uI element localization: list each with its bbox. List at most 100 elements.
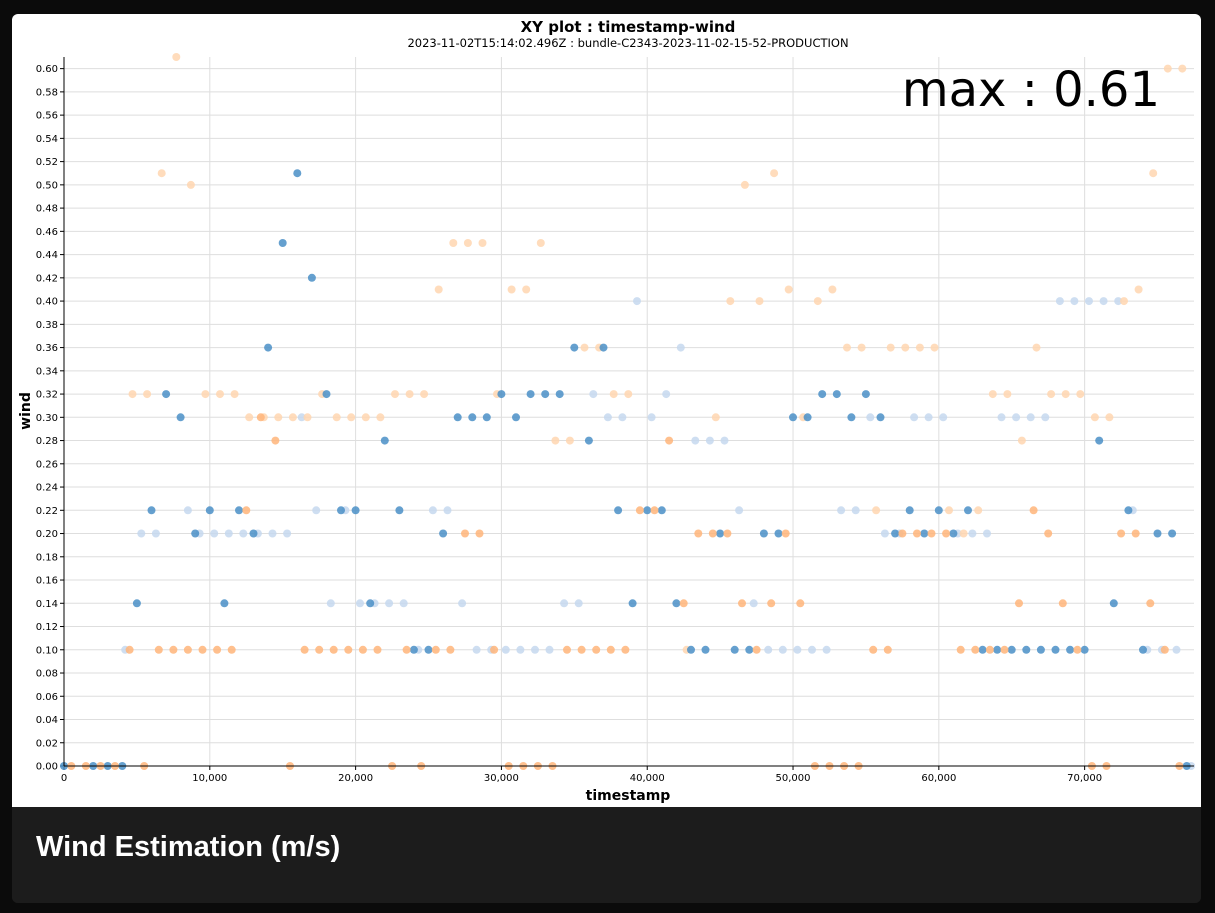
data-point bbox=[828, 285, 837, 294]
data-point bbox=[183, 506, 192, 515]
data-point bbox=[239, 529, 248, 538]
data-point bbox=[808, 645, 816, 654]
data-point bbox=[216, 390, 224, 399]
data-point bbox=[1017, 436, 1026, 445]
data-point bbox=[198, 645, 207, 654]
data-point bbox=[883, 645, 892, 654]
data-point bbox=[985, 645, 994, 654]
y-tick-label: 0.20 bbox=[36, 529, 58, 540]
data-point bbox=[910, 413, 919, 422]
data-point bbox=[971, 645, 980, 654]
y-tick-label: 0.58 bbox=[36, 87, 58, 98]
y-tick-label: 0.36 bbox=[36, 343, 58, 354]
y-tick-label: 0.22 bbox=[36, 506, 58, 517]
data-point bbox=[872, 506, 881, 515]
data-point bbox=[409, 645, 418, 654]
data-point bbox=[151, 529, 160, 538]
data-point bbox=[536, 239, 545, 247]
data-point bbox=[307, 273, 316, 282]
data-point bbox=[635, 506, 644, 515]
y-tick-label: 0.00 bbox=[36, 762, 58, 773]
y-tick-label: 0.56 bbox=[36, 111, 58, 122]
data-point bbox=[784, 285, 793, 294]
data-point bbox=[1000, 645, 1009, 654]
data-point bbox=[738, 599, 746, 608]
data-point bbox=[434, 285, 443, 294]
data-point bbox=[475, 529, 484, 538]
data-point bbox=[662, 390, 671, 399]
data-point bbox=[1044, 529, 1053, 538]
data-point bbox=[1080, 645, 1089, 654]
data-point bbox=[512, 413, 520, 422]
axis-ticks: 0.00 0.02 0.04 0.06 0.08 0.10 0.12 0.14 0.16 0.18… bbox=[36, 64, 1102, 784]
data-point bbox=[1149, 169, 1158, 178]
data-point bbox=[774, 529, 783, 538]
data-point bbox=[939, 413, 948, 422]
y-tick-label: 0.10 bbox=[36, 645, 58, 656]
data-point bbox=[759, 529, 768, 538]
data-point bbox=[618, 413, 627, 422]
data-point bbox=[490, 645, 499, 654]
data-point bbox=[866, 413, 875, 422]
y-tick-label: 0.24 bbox=[36, 483, 58, 494]
data-point bbox=[399, 599, 408, 608]
data-point bbox=[676, 343, 685, 352]
data-point bbox=[1085, 297, 1093, 306]
data-point bbox=[1032, 343, 1041, 352]
data-point bbox=[143, 390, 152, 399]
data-point bbox=[997, 413, 1006, 422]
data-point bbox=[256, 413, 265, 422]
data-point bbox=[356, 599, 364, 608]
data-point bbox=[220, 599, 229, 608]
data-point bbox=[647, 413, 656, 422]
data-point bbox=[137, 529, 146, 538]
data-point bbox=[560, 599, 569, 608]
data-point bbox=[283, 529, 292, 538]
y-tick-label: 0.18 bbox=[36, 552, 58, 563]
data-point bbox=[1117, 529, 1126, 538]
data-point bbox=[959, 529, 968, 538]
data-point bbox=[312, 506, 321, 515]
data-point bbox=[453, 413, 462, 422]
data-point bbox=[347, 413, 356, 422]
data-point bbox=[818, 390, 827, 399]
data-point bbox=[915, 343, 924, 352]
data-point bbox=[526, 390, 535, 399]
y-tick-label: 0.06 bbox=[36, 692, 58, 703]
data-point bbox=[1105, 413, 1114, 422]
data-point bbox=[482, 413, 491, 422]
chart-title: XY plot : timestamp-wind bbox=[521, 18, 736, 36]
data-point bbox=[157, 169, 166, 178]
data-point bbox=[752, 645, 761, 654]
y-tick-label: 0.38 bbox=[36, 320, 58, 331]
data-point bbox=[147, 506, 156, 515]
data-point bbox=[723, 529, 732, 538]
data-point bbox=[740, 180, 749, 189]
data-point bbox=[1131, 529, 1140, 538]
data-point bbox=[1139, 645, 1147, 654]
x-tick-label: 70,000 bbox=[1067, 773, 1102, 784]
x-axis-label: timestamp bbox=[586, 788, 671, 804]
data-point bbox=[322, 390, 331, 399]
data-point bbox=[927, 529, 936, 538]
y-tick-label: 0.28 bbox=[36, 436, 58, 447]
data-point bbox=[898, 529, 907, 538]
data-point bbox=[497, 390, 506, 399]
data-point bbox=[443, 506, 452, 515]
data-point bbox=[891, 529, 900, 538]
x-tick-label: 50,000 bbox=[776, 773, 811, 784]
data-point bbox=[351, 506, 360, 515]
data-point bbox=[1012, 413, 1021, 422]
data-point bbox=[278, 239, 287, 247]
data-point bbox=[507, 285, 516, 294]
data-point bbox=[449, 239, 458, 247]
chart-card: XY plot : timestamp-wind 2023-11-02T15:1… bbox=[12, 14, 1201, 903]
data-point bbox=[186, 180, 195, 189]
data-point bbox=[563, 645, 571, 654]
data-point bbox=[1015, 599, 1023, 608]
data-point bbox=[332, 413, 341, 422]
data-point bbox=[609, 390, 618, 399]
data-point bbox=[501, 645, 510, 654]
y-tick-label: 0.16 bbox=[36, 576, 58, 587]
data-point bbox=[687, 645, 695, 654]
